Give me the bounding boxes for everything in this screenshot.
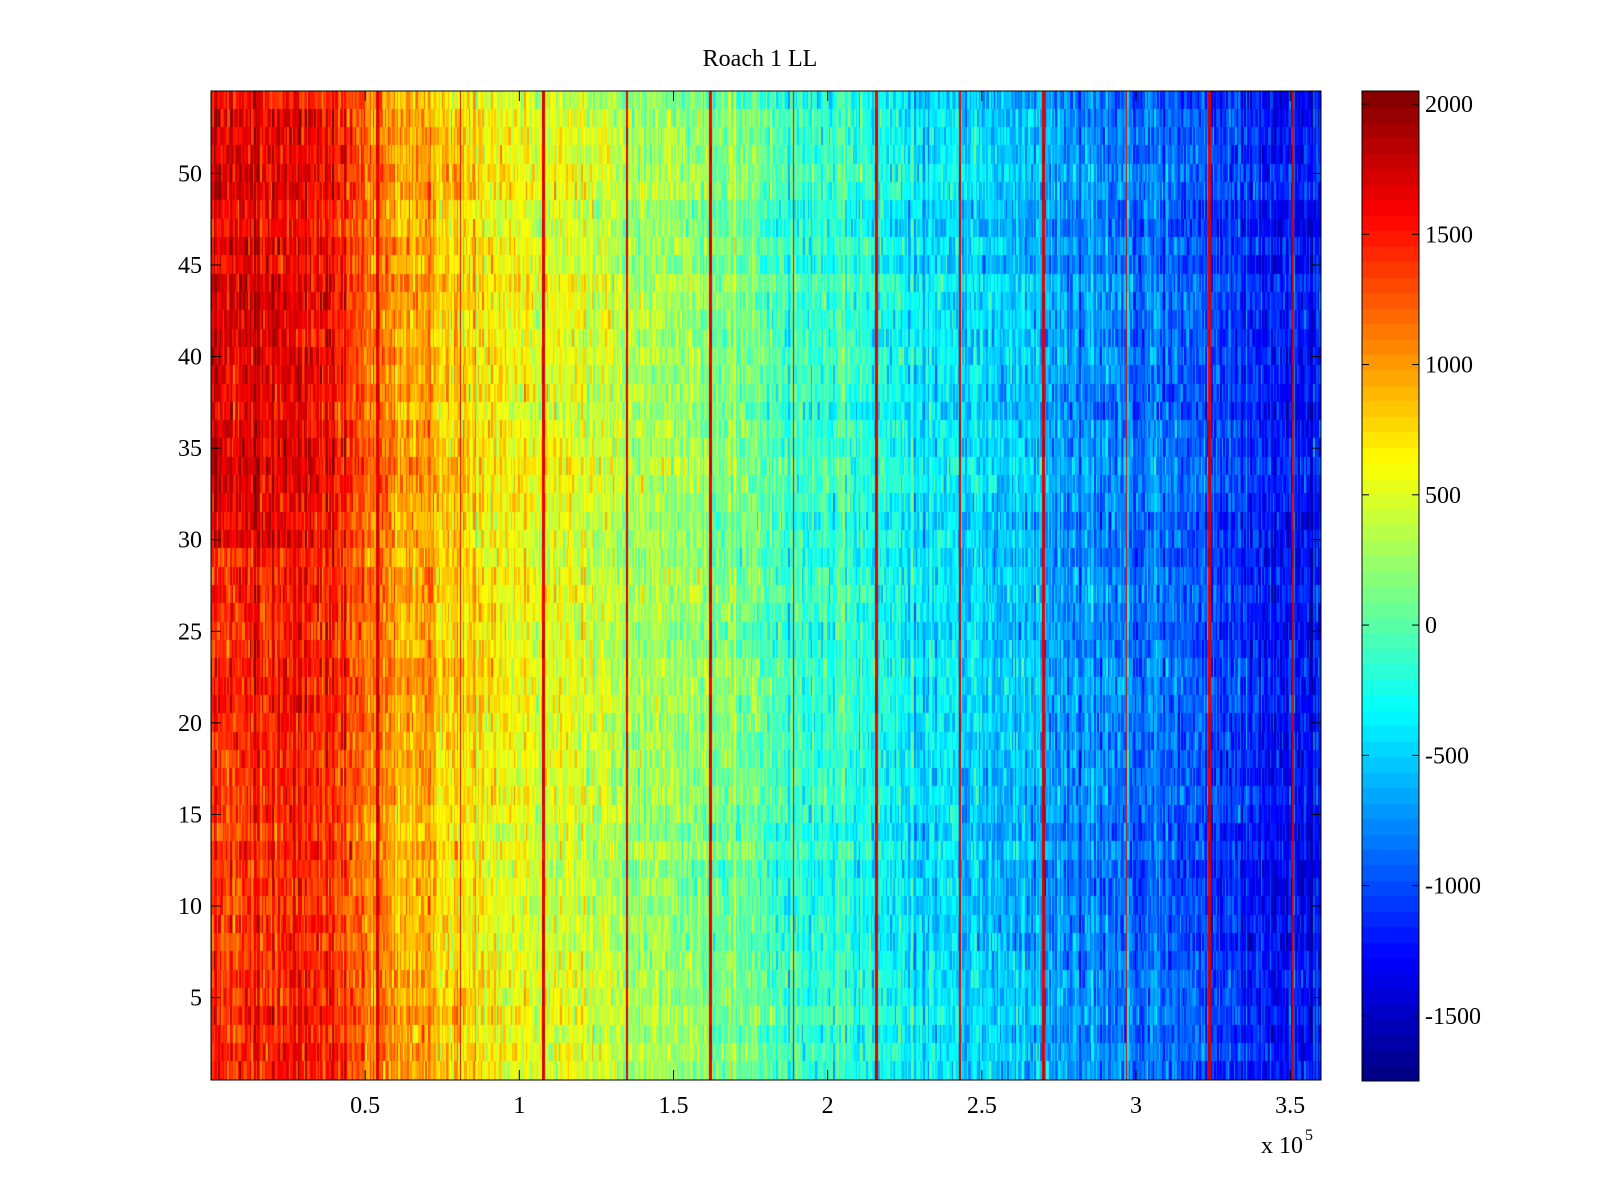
y-axis: 5 10 15 20 25 30 35 40 45 50: [178, 161, 1321, 1012]
y-tick-label: 30: [178, 528, 202, 554]
colorbar-axis: 2000 1500 1000 500 0 -500 -1000 -1500: [1362, 92, 1481, 1030]
colorbar-tick-label: -500: [1425, 743, 1469, 769]
y-tick-label: 20: [178, 711, 202, 737]
x-multiplier-base: x 10: [1261, 1133, 1303, 1159]
colorbar-image: [1362, 91, 1419, 1081]
x-tick-label: 1: [513, 1093, 525, 1119]
y-tick-label: 5: [190, 986, 202, 1012]
x-tick-label: 2: [822, 1093, 834, 1119]
y-tick-label: 35: [178, 436, 202, 462]
x-tick-label: 3: [1130, 1093, 1142, 1119]
x-axis: 0.5 1 1.5 2 2.5 3 3.5: [350, 91, 1305, 1119]
colorbar-frame: [1361, 90, 1420, 1082]
y-tick-label: 45: [178, 253, 202, 279]
y-tick-label: 40: [178, 345, 202, 371]
colorbar-tick-label: -1500: [1425, 1004, 1481, 1030]
x-tick-label: 2.5: [967, 1093, 997, 1119]
colorbar-tick-label: 2000: [1425, 92, 1473, 118]
colorbar-tick-label: -1000: [1425, 874, 1481, 900]
plot-frame: [210, 90, 1322, 1081]
colorbar-tick-label: 500: [1425, 483, 1461, 509]
y-tick-label: 15: [178, 802, 202, 828]
y-tick-label: 25: [178, 619, 202, 645]
x-multiplier-label: x 10: [1261, 1133, 1303, 1159]
colorbar-tick-label: 1000: [1425, 353, 1473, 379]
y-tick-label: 50: [178, 161, 202, 187]
x-tick-label: 1.5: [659, 1093, 689, 1119]
chart-title: Roach 1 LL: [703, 46, 818, 72]
x-tick-label: 3.5: [1275, 1093, 1305, 1119]
colorbar-tick-label: 1500: [1425, 222, 1473, 248]
heatmap-image: [211, 91, 1321, 1080]
y-tick-label: 10: [178, 894, 202, 920]
colorbar-tick-label: 0: [1425, 613, 1437, 639]
x-multiplier-exponent: 5: [1305, 1127, 1313, 1144]
x-tick-label: 0.5: [350, 1093, 380, 1119]
